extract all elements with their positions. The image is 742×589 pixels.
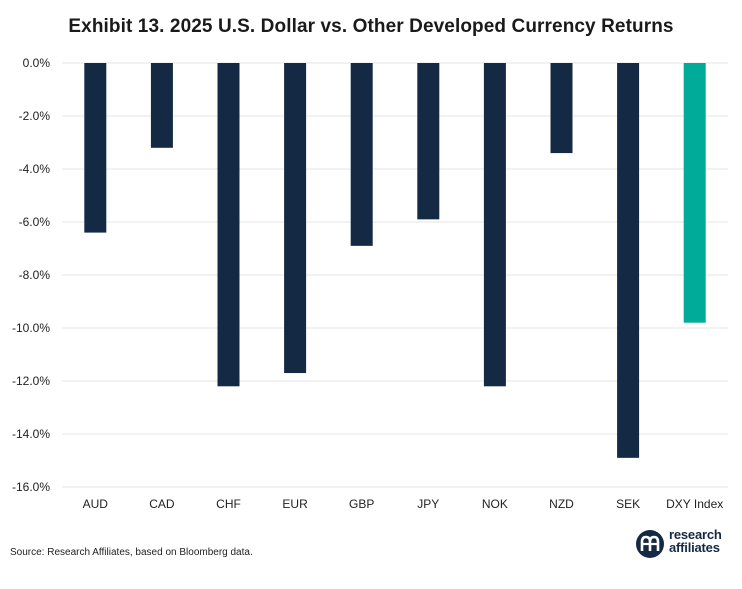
logo-text-line1: research: [669, 527, 722, 542]
bar-eur: [284, 63, 307, 374]
bar-jpy: [417, 63, 440, 220]
y-tick-label: -6.0%: [19, 215, 51, 229]
logo-text-line2: affiliates: [669, 540, 720, 555]
y-tick-label: 0.0%: [23, 56, 51, 70]
x-tick-label: EUR: [282, 497, 308, 511]
source-note: Source: Research Affiliates, based on Bl…: [10, 547, 253, 558]
x-tick-label: AUD: [83, 497, 109, 511]
y-tick-label: -10.0%: [12, 321, 50, 335]
y-tick-label: -14.0%: [12, 427, 50, 441]
bar-gbp: [350, 63, 373, 246]
logo-mark-icon: [636, 530, 664, 558]
y-tick-label: -12.0%: [12, 374, 50, 388]
bar-sek: [617, 63, 640, 458]
x-tick-label: NZD: [549, 497, 574, 511]
y-tick-label: -2.0%: [19, 109, 51, 123]
x-tick-label: CAD: [149, 497, 175, 511]
bar-chf: [217, 63, 240, 387]
chart-title: Exhibit 13. 2025 U.S. Dollar vs. Other D…: [68, 16, 674, 37]
x-tick-label: CHF: [216, 497, 241, 511]
x-tick-label: SEK: [616, 497, 640, 511]
bar-dxy-index: [683, 63, 706, 323]
bar-aud: [84, 63, 107, 233]
x-tick-label: DXY Index: [666, 497, 723, 511]
y-tick-label: -8.0%: [19, 268, 51, 282]
x-tick-label: GBP: [349, 497, 374, 511]
y-tick-label: -4.0%: [19, 162, 51, 176]
y-tick-label: -16.0%: [12, 480, 50, 494]
research-affiliates-logo: research affiliates: [636, 528, 734, 560]
bar-cad: [150, 63, 173, 148]
bar-nok: [483, 63, 506, 387]
x-tick-label: NOK: [482, 497, 508, 511]
bar-nzd: [550, 63, 573, 154]
x-tick-label: JPY: [417, 497, 439, 511]
